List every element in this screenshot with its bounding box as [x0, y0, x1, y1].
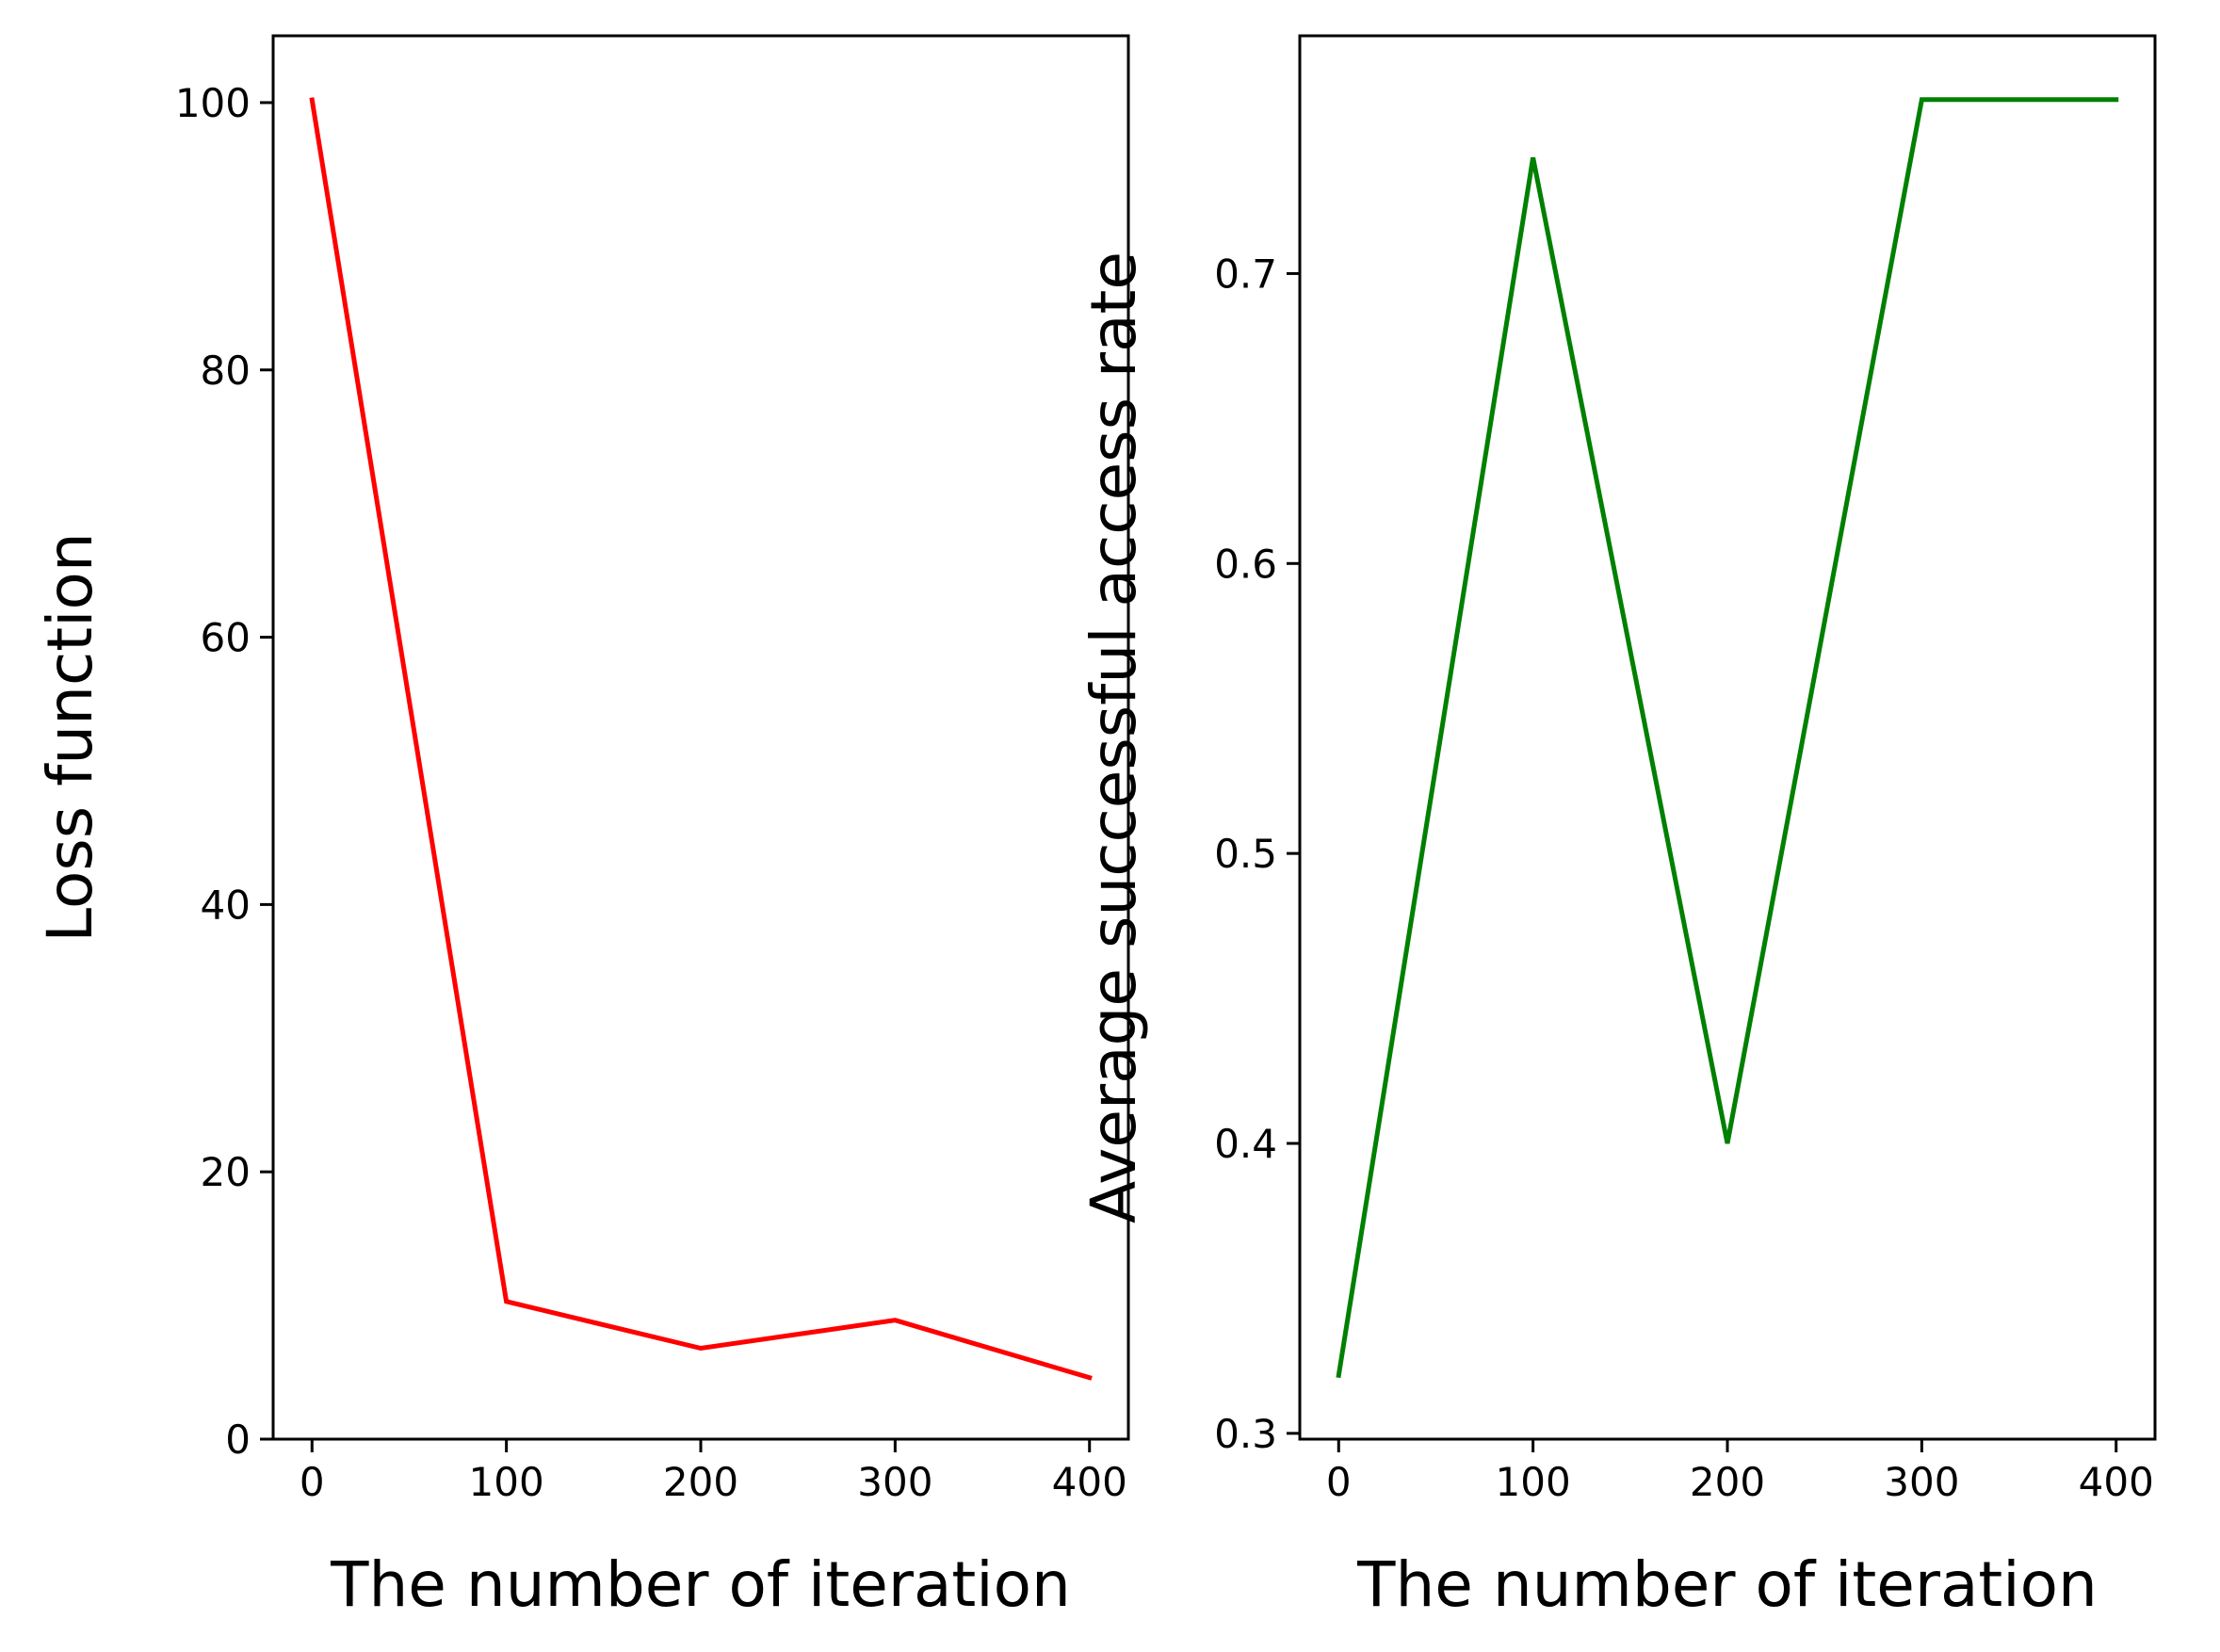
loss-x-tick-label-300: 300 — [857, 1459, 932, 1505]
loss-x-tick-label-100: 100 — [469, 1459, 544, 1505]
loss-y-axis-label: Loss function — [34, 532, 106, 942]
loss-y-tick-label-40: 40 — [201, 882, 251, 928]
loss-y-tick-label-20: 20 — [201, 1149, 251, 1195]
access-rate-y-tick-label-0.5: 0.5 — [1214, 831, 1277, 877]
access-rate-y-tick-label-0.7: 0.7 — [1214, 251, 1277, 297]
access-rate-x-tick-label-0: 0 — [1326, 1459, 1352, 1505]
access-rate-y-tick-label-0.6: 0.6 — [1214, 541, 1277, 587]
access-rate-x-tick-label-300: 300 — [1884, 1459, 1959, 1505]
loss-axes-frame — [271, 34, 1130, 1441]
loss-y-tick-label-60: 60 — [201, 615, 251, 661]
access-rate-x-axis-label: The number of iteration — [1356, 1548, 2098, 1621]
loss-y-tick-label-100: 100 — [175, 80, 251, 126]
loss-x-tick-label-0: 0 — [300, 1459, 325, 1505]
loss-y-tick-label-0: 0 — [225, 1417, 251, 1463]
access-rate-y-axis-label: Average successful access rate — [1078, 251, 1150, 1223]
loss-x-axis-label: The number of iteration — [330, 1548, 1071, 1621]
access-rate-series-line-0 — [1336, 97, 2119, 1379]
access-rate-y-tick-label-0.4: 0.4 — [1214, 1121, 1277, 1167]
loss-x-tick-label-400: 400 — [1052, 1459, 1127, 1505]
access-rate-x-tick-label-200: 200 — [1690, 1459, 1765, 1505]
loss-series-line-0 — [309, 97, 1093, 1381]
access-rate-axes-frame — [1298, 34, 2157, 1441]
loss-plot-marks: 0 100 200 300 400 0 20 40 60 80 100 — [175, 80, 1127, 1505]
access-rate-subplot: 0 100 200 300 400 0.3 0.4 0.5 0.6 0.7 The number … — [1078, 34, 2157, 1621]
loss-x-tick-label-200: 200 — [663, 1459, 738, 1505]
loss-subplot: 0 100 200 300 400 0 20 40 60 80 100 The number of … — [34, 34, 1130, 1621]
loss-y-tick-label-80: 80 — [201, 348, 251, 394]
access-rate-plot-marks: 0 100 200 300 400 0.3 0.4 0.5 0.6 0.7 — [1214, 97, 2154, 1505]
access-rate-x-tick-label-400: 400 — [2079, 1459, 2154, 1505]
access-rate-x-tick-label-100: 100 — [1496, 1459, 1571, 1505]
access-rate-y-tick-label-0.3: 0.3 — [1214, 1411, 1277, 1457]
